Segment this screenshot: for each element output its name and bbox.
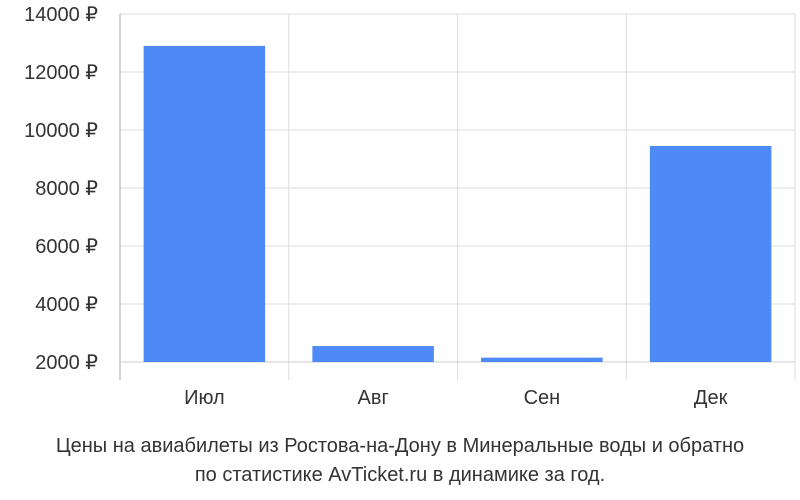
- tick-labels: 2000 ₽ 4000 ₽ 6000 ₽ 8000 ₽ 10000 ₽ 12000 ₽ 14…: [24, 4, 727, 409]
- x-tick-label: Авг: [357, 387, 388, 409]
- caption-line-2: по статистике AvTicket.ru в динамике за …: [194, 464, 606, 486]
- chart-caption: Цены на авиабилеты из Ростова-на-Дону в …: [0, 432, 800, 490]
- bar: [143, 45, 266, 363]
- bar-chart: 2000 ₽ 4000 ₽ 6000 ₽ 8000 ₽ 10000 ₽ 12000 ₽ 14…: [24, 4, 796, 409]
- x-tick-label: Сен: [524, 387, 561, 409]
- y-tick-label: 12000 ₽: [24, 62, 98, 84]
- x-tick-label: Июл: [184, 387, 225, 409]
- y-tick-label: 14000 ₽: [24, 4, 98, 26]
- y-tick-label: 4000 ₽: [35, 294, 98, 316]
- caption-line-1: Цены на авиабилеты из Ростова-на-Дону в …: [55, 435, 745, 457]
- bar: [649, 145, 772, 362]
- y-tick-label: 6000 ₽: [35, 236, 98, 258]
- y-tick-label: 10000 ₽: [24, 120, 98, 142]
- bars: [143, 45, 772, 363]
- y-tick-label: 2000 ₽: [35, 352, 98, 374]
- bar: [312, 346, 434, 362]
- x-tick-label: Дек: [694, 387, 728, 409]
- y-tick-label: 8000 ₽: [35, 178, 98, 200]
- bar: [481, 357, 603, 362]
